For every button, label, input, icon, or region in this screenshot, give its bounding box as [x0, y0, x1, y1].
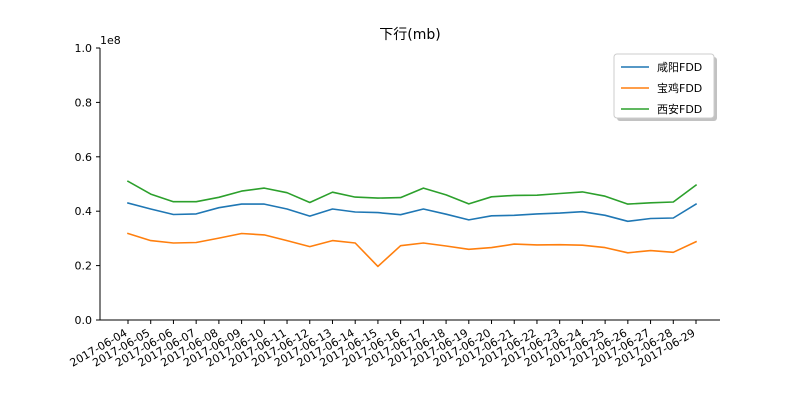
legend-frame [613, 53, 715, 119]
y-offset-label: 1e8 [100, 34, 121, 47]
legend-label: 咸阳FDD [657, 61, 702, 74]
legend-label: 宝鸡FDD [657, 81, 702, 95]
plot-area: 0.00.20.40.60.81.02017-06-042017-06-0520… [68, 42, 720, 370]
y-tick-label: 0.2 [75, 260, 93, 273]
series-line [127, 202, 698, 223]
y-tick-label: 0.6 [75, 151, 93, 164]
chart-title: 下行(mb) [379, 27, 440, 43]
y-tick-label: 1.0 [75, 42, 93, 55]
series-line [126, 232, 698, 268]
y-tick-label: 0.4 [75, 205, 93, 218]
series-line [126, 180, 698, 205]
legend-label: 西安FDD [657, 102, 702, 116]
y-tick-label: 0.0 [75, 314, 93, 327]
legend-entries: 咸阳FDD 宝鸡FDD 西安FDD [621, 61, 702, 116]
y-tick-label: 0.8 [75, 96, 93, 109]
legend: 咸阳FDD 宝鸡FDD 西安FDD [613, 53, 717, 121]
